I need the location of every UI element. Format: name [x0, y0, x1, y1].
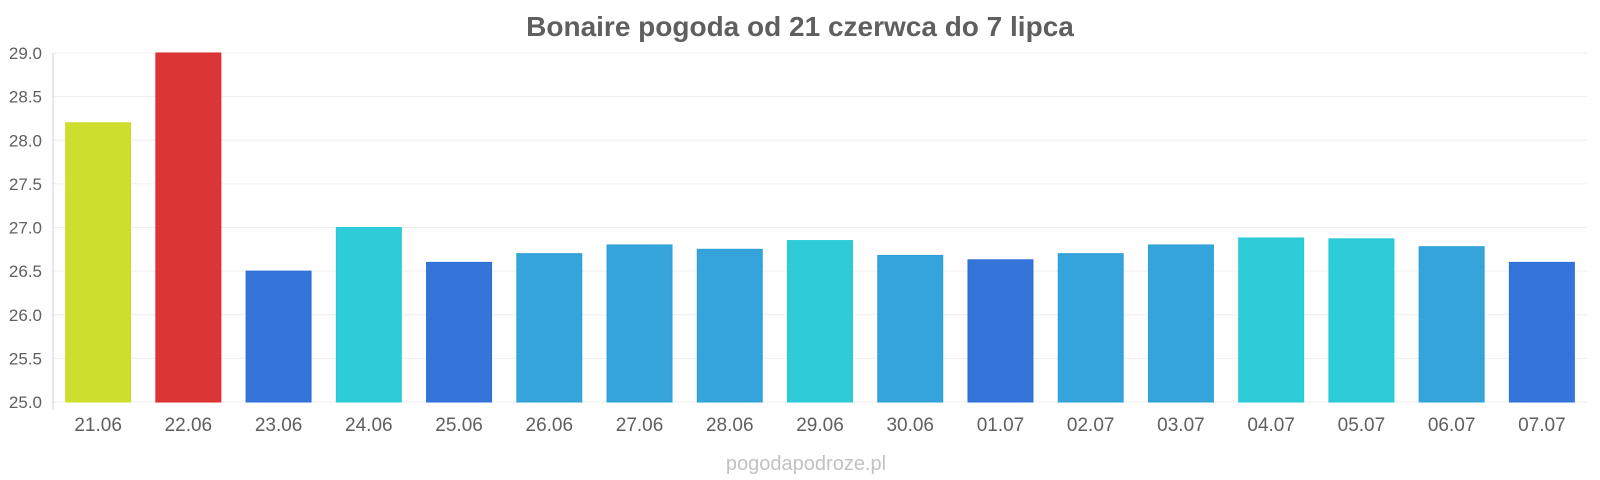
x-tick-label: 30.06 [886, 415, 934, 436]
x-tick-label: 27.06 [616, 415, 664, 436]
x-tick-label: 23.06 [255, 415, 303, 436]
bar[interactable] [1057, 253, 1124, 403]
y-tick-label: 28.0 [9, 131, 42, 150]
x-tick-label: 26.06 [526, 415, 574, 436]
bar[interactable] [335, 227, 402, 403]
y-tick-label: 26.0 [9, 306, 42, 325]
x-tick-label: 21.06 [74, 415, 122, 436]
x-tick-label: 01.07 [977, 415, 1025, 436]
y-tick-label: 28.5 [9, 88, 42, 107]
bar[interactable] [1147, 244, 1214, 403]
bar[interactable] [967, 259, 1034, 403]
bar[interactable] [245, 270, 312, 403]
x-tick-label: 25.06 [435, 415, 483, 436]
bars [65, 52, 1575, 403]
bar[interactable] [1238, 237, 1305, 403]
y-tick-label: 27.0 [9, 219, 42, 238]
x-tick-label: 22.06 [165, 415, 213, 436]
bar[interactable] [606, 244, 673, 403]
x-tick-label: 29.06 [796, 415, 844, 436]
bar[interactable] [1328, 238, 1395, 403]
watermark: pogodapodroze.pl [726, 453, 886, 475]
bar[interactable] [1508, 261, 1575, 403]
x-tick-label: 04.07 [1247, 415, 1295, 436]
y-tick-label: 27.5 [9, 175, 42, 194]
y-tick-label: 25.0 [9, 393, 42, 412]
x-tick-label: 06.07 [1428, 415, 1476, 436]
x-tick-label: 02.07 [1067, 415, 1115, 436]
chart-title: Bonaire pogoda od 21 czerwca do 7 lipca [526, 11, 1074, 42]
bar[interactable] [426, 261, 493, 403]
bar[interactable] [65, 122, 132, 403]
bar[interactable] [877, 254, 944, 403]
x-tick-label: 28.06 [706, 415, 754, 436]
bar[interactable] [787, 240, 853, 403]
bar[interactable] [516, 253, 583, 403]
bar[interactable] [1418, 246, 1485, 403]
x-tick-label: 24.06 [345, 415, 393, 436]
y-tick-label: 29.0 [9, 44, 42, 63]
x-axis: 21.06 22.06 23.06 24.06 25.06 26.06 27.06 28.06… [74, 415, 1565, 436]
bar[interactable] [155, 52, 222, 403]
x-tick-label: 05.07 [1338, 415, 1386, 436]
x-tick-label: 07.07 [1518, 415, 1566, 436]
x-tick-label: 03.07 [1157, 415, 1205, 436]
y-axis: 25.0 25.5 26.0 26.5 27.0 27.5 28.0 28.5 29.0 [9, 44, 54, 412]
bar[interactable] [696, 248, 763, 403]
y-tick-label: 26.5 [9, 262, 42, 281]
y-tick-label: 25.5 [9, 349, 42, 368]
